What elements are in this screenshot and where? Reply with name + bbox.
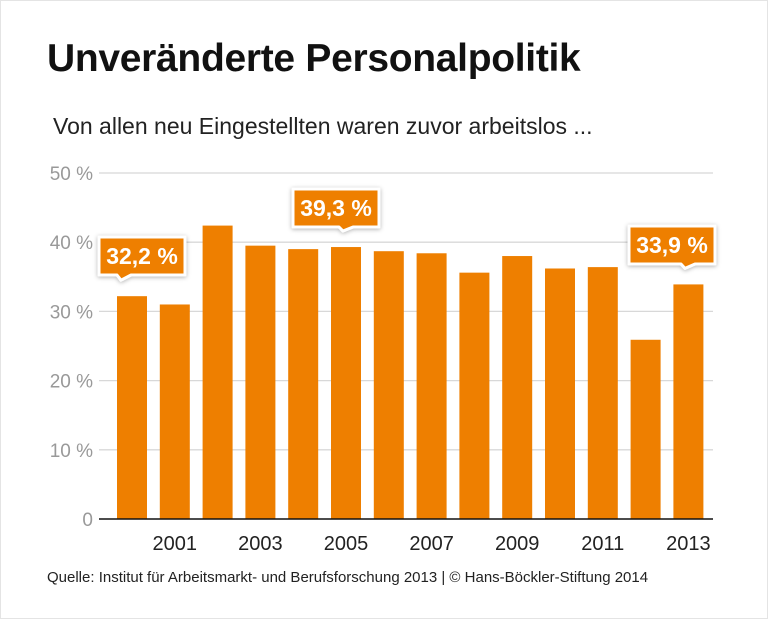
chart-title: Unveränderte Personalpolitik (47, 37, 581, 80)
x-tick-label: 2001 (153, 533, 198, 555)
bar-2006 (373, 251, 404, 520)
x-tick-label: 2007 (409, 533, 454, 555)
bar-2012 (630, 339, 661, 519)
callout-label: 33,9 % (636, 232, 708, 258)
bar-2000 (117, 296, 147, 519)
bar-2002 (202, 225, 233, 520)
y-tick-label: 40 % (50, 233, 93, 254)
x-tick-label: 2005 (324, 533, 369, 555)
bar-2009 (502, 256, 533, 519)
bar-2005 (331, 247, 361, 519)
callout-box (627, 224, 717, 270)
x-tick-label: 2009 (495, 533, 540, 555)
bar-2003 (245, 245, 276, 519)
callout-2005 (291, 187, 381, 233)
y-tick-label: 20 % (50, 372, 93, 393)
bar-2011 (587, 267, 618, 519)
x-tick-label: 2011 (581, 533, 624, 555)
callout-box (291, 187, 381, 233)
callout-label: 32,2 % (106, 243, 178, 269)
callout-box (97, 235, 187, 282)
bar-2001 (159, 304, 190, 519)
y-tick-label: 0 (82, 510, 93, 531)
bar-2013 (673, 284, 704, 519)
chart-subtitle: Von allen neu Eingestellten waren zuvor … (53, 113, 593, 139)
callout-2000 (97, 235, 187, 282)
x-tick-label: 2013 (666, 533, 711, 555)
bar-2007 (416, 253, 447, 519)
y-tick-label: 30 % (50, 302, 93, 323)
bar-2008 (459, 272, 490, 519)
callout-2013 (627, 224, 717, 270)
bar-2004 (288, 249, 319, 519)
y-tick-label: 50 % (50, 164, 93, 185)
bar-2010 (545, 268, 575, 519)
source-note: Quelle: Institut für Arbeitsmarkt- und B… (47, 569, 649, 586)
y-tick-label: 10 % (50, 441, 93, 462)
x-tick-label: 2003 (238, 533, 283, 555)
callout-label: 39,3 % (300, 195, 372, 221)
